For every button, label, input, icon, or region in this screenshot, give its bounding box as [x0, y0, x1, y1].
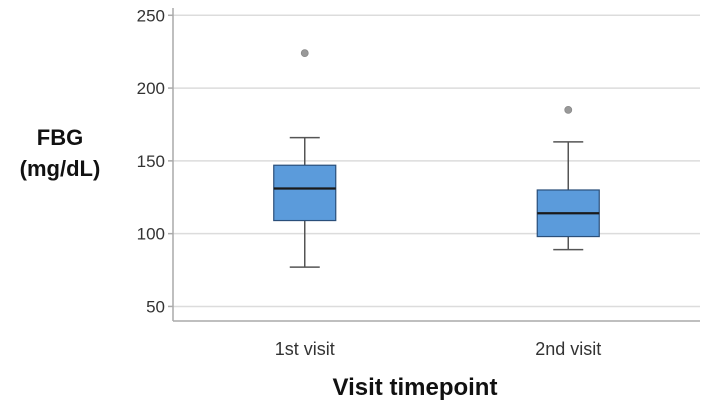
box-group-1st-visit [273, 49, 337, 268]
y-axis-label-line1: FBG [36, 125, 84, 150]
box-group-2nd-visit [536, 106, 600, 251]
y-tick-label-50: 50 [146, 297, 165, 316]
x-tick-label-1st-visit: 1st visit [275, 339, 335, 359]
y-axis-label-line2: (mg/dL) [19, 156, 101, 181]
outlier-point-1st-visit-0 [300, 49, 309, 58]
y-axis-label: FBG (mg/dL) [0, 122, 120, 184]
x-tick-label-2nd-visit: 2nd visit [535, 339, 601, 359]
y-tick-label-250: 250 [137, 6, 165, 25]
y-tick-label-200: 200 [137, 79, 165, 98]
boxes [273, 49, 600, 268]
x-axis-label: Visit timepoint [332, 374, 498, 401]
outlier-point-2nd-visit-0 [564, 106, 573, 114]
box-iqr-1st-visit [273, 164, 337, 222]
y-tick-label-100: 100 [137, 225, 165, 244]
gridlines [173, 14, 700, 308]
axes [168, 8, 700, 322]
tick-labels: 50 100 150 200 250 1st visit 2nd visit [137, 6, 602, 359]
y-tick-label-150: 150 [137, 152, 165, 171]
